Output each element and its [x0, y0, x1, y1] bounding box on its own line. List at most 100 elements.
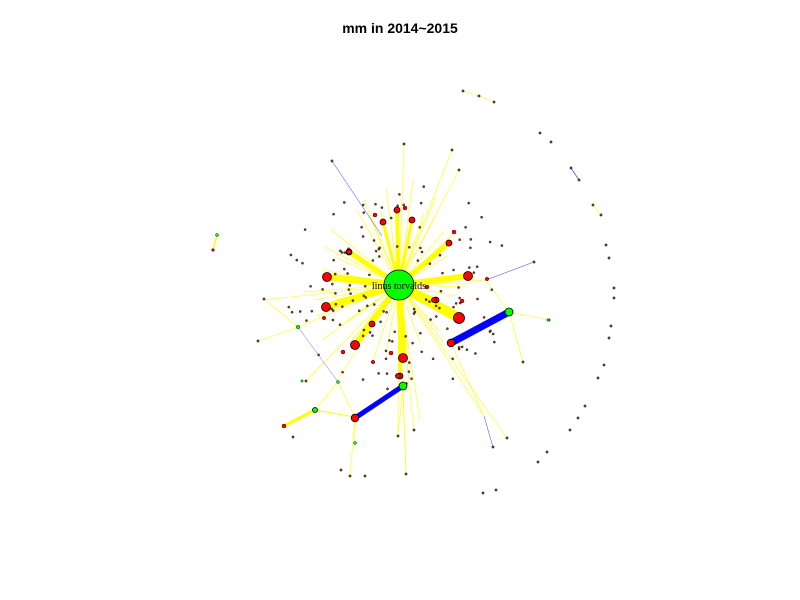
small-node: [382, 310, 385, 313]
small-node: [612, 296, 616, 300]
small-node: [334, 292, 337, 295]
small-node: [604, 243, 608, 247]
red-node: [350, 413, 360, 423]
small-node: [317, 353, 320, 357]
small-node: [410, 377, 413, 381]
red-node: [340, 349, 346, 355]
red-node: [463, 271, 473, 281]
small-node: [351, 299, 355, 302]
edge-peripheral: [508, 311, 550, 321]
small-node: [576, 416, 580, 420]
small-node: [333, 272, 337, 276]
small-node: [342, 267, 346, 271]
small-node: [304, 379, 308, 383]
small-node: [492, 100, 496, 104]
small-node: [422, 185, 426, 188]
small-node: [361, 235, 365, 238]
small-node: [339, 468, 343, 472]
small-node: [402, 142, 406, 146]
small-node: [348, 474, 352, 478]
small-node: [419, 331, 422, 335]
small-node: [290, 310, 294, 314]
small-node: [368, 331, 372, 334]
green-node: [398, 381, 408, 391]
small-node: [458, 296, 461, 300]
edge-hub-thin: [398, 284, 508, 439]
edge-hub-thin: [398, 196, 437, 286]
small-node: [378, 246, 382, 250]
small-node: [569, 166, 573, 170]
edge-hub-thin: [398, 149, 453, 286]
small-node: [396, 434, 400, 438]
small-node: [464, 225, 467, 229]
green-node: [300, 379, 304, 383]
small-node: [301, 261, 304, 265]
small-node: [295, 258, 299, 262]
small-node: [472, 271, 476, 275]
red-node: [388, 350, 394, 356]
small-node: [374, 249, 378, 253]
small-node: [532, 260, 536, 264]
edge-hub-thin: [305, 284, 400, 382]
small-node: [481, 491, 485, 495]
small-node: [439, 289, 443, 293]
small-node: [446, 327, 449, 331]
small-node: [419, 246, 422, 250]
small-node: [362, 211, 366, 214]
red-node: [408, 216, 416, 224]
small-node: [460, 345, 464, 349]
small-node: [330, 282, 334, 286]
small-node: [372, 239, 376, 242]
small-node: [390, 340, 394, 343]
small-node: [346, 272, 349, 275]
small-node: [420, 250, 424, 254]
red-node: [350, 340, 360, 350]
red-node: [368, 320, 376, 328]
red-node: [379, 218, 387, 226]
small-node: [395, 245, 399, 248]
small-node: [469, 246, 472, 250]
small-node: [338, 249, 342, 253]
small-node: [591, 203, 595, 207]
small-node: [384, 357, 388, 361]
small-node: [404, 472, 408, 476]
small-node: [538, 131, 542, 135]
small-node: [607, 256, 611, 260]
small-node: [609, 324, 613, 328]
small-node: [303, 228, 307, 231]
small-node: [536, 460, 540, 464]
edge-blue-thin: [570, 167, 580, 181]
edge-blue-thin: [331, 160, 383, 237]
small-node: [477, 94, 481, 98]
small-node: [377, 372, 380, 375]
small-node: [305, 319, 308, 322]
small-node: [465, 348, 469, 352]
red-node: [322, 316, 327, 321]
red-node: [371, 360, 376, 365]
edge-peripheral: [212, 234, 218, 251]
edge-blue-thin: [485, 261, 535, 281]
small-node: [363, 284, 367, 288]
red-node: [398, 353, 408, 363]
red-node: [211, 248, 215, 252]
red-node: [446, 338, 456, 348]
edge-peripheral: [283, 408, 316, 428]
small-node: [451, 357, 455, 361]
small-node: [461, 89, 465, 93]
edge-peripheral: [485, 279, 510, 313]
small-node: [349, 292, 352, 295]
small-node: [602, 363, 606, 367]
small-node: [384, 349, 388, 353]
small-node: [321, 288, 324, 291]
small-node: [489, 329, 492, 333]
small-node: [404, 334, 408, 338]
small-node: [476, 297, 479, 301]
small-node: [491, 445, 495, 449]
green-node: [312, 407, 318, 413]
small-node: [332, 258, 336, 262]
small-node: [407, 245, 411, 249]
red-node: [445, 239, 453, 247]
red-node: [453, 312, 465, 324]
small-node: [413, 310, 417, 314]
small-node: [500, 244, 504, 247]
